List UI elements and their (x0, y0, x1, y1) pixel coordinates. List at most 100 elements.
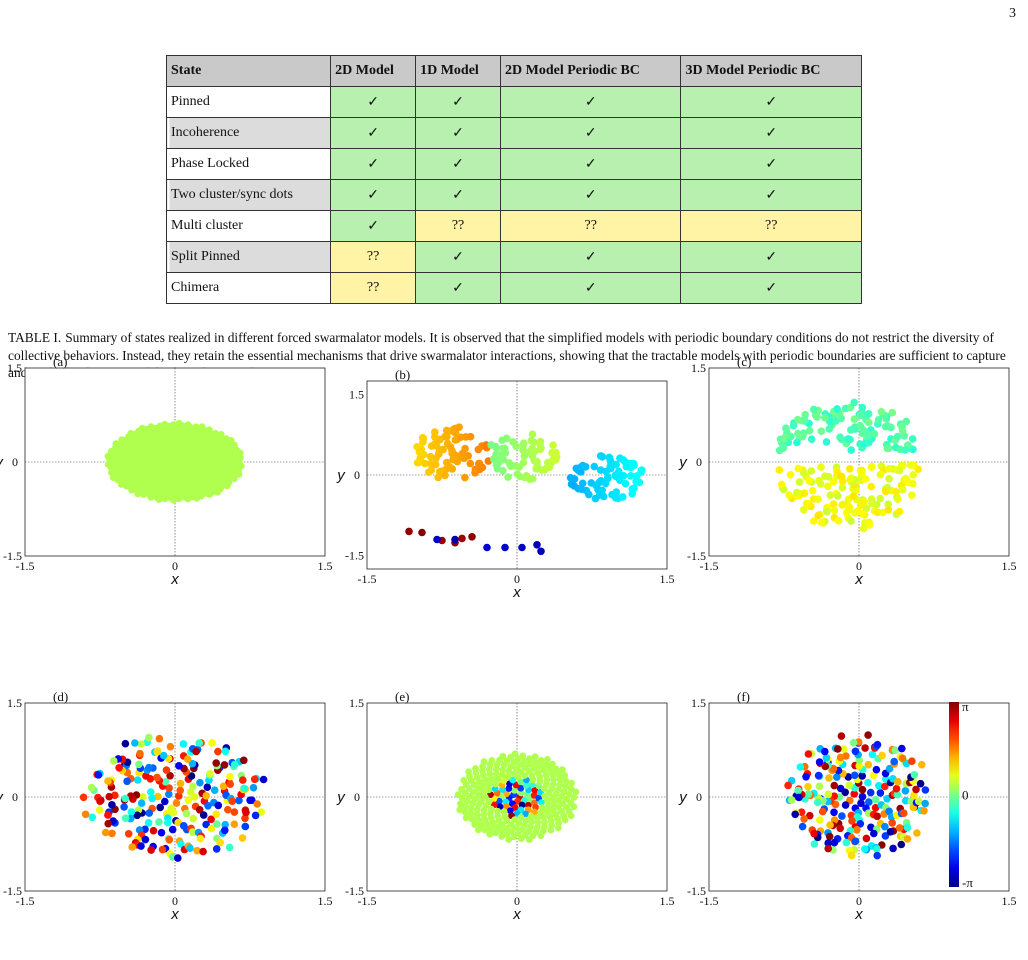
data-point (824, 839, 832, 847)
data-point (120, 803, 128, 811)
page-number: 3 (1009, 6, 1016, 21)
table-row: Pinned ✓ ✓ ✓ ✓ (165, 86, 862, 118)
data-point (830, 838, 839, 847)
data-point (81, 810, 90, 819)
data-point (834, 517, 843, 525)
data-point (418, 528, 426, 537)
data-point (257, 808, 266, 816)
data-point (858, 510, 867, 518)
data-point (511, 750, 519, 758)
data-point (134, 776, 142, 784)
table-row: Split Pinned?? ✓ ✓ ✓ (165, 241, 862, 273)
data-point (865, 438, 873, 447)
y-axis-label: y (678, 789, 688, 806)
scatter-panel: -1.5 0 1.5 1.5 0 -1.5 x y (e) (336, 689, 674, 923)
data-point (109, 474, 117, 481)
data-point (599, 492, 608, 501)
data-point (598, 486, 606, 495)
caption-lead: TABLE I. (8, 330, 62, 345)
data-point (216, 838, 224, 847)
data-point (635, 478, 644, 487)
data-point (909, 471, 918, 479)
data-point (532, 758, 539, 766)
data-point (898, 426, 907, 435)
data-point (619, 493, 627, 501)
data-point (461, 473, 469, 482)
data-point (414, 458, 423, 467)
data-point (862, 834, 871, 843)
data-point (139, 793, 147, 801)
data-point (876, 494, 884, 503)
table-row: Two cluster/sync dots ✓ ✓ ✓ ✓ (165, 179, 862, 211)
data-point (522, 816, 530, 824)
x-axis-label: x (512, 584, 521, 601)
data-point (514, 797, 521, 805)
y-tick-label: 0 (354, 468, 360, 482)
data-point (894, 778, 902, 786)
data-point (838, 483, 847, 492)
data-point (253, 800, 261, 808)
table-row: Incoherence ✓ ✓ ✓ ✓ (165, 117, 862, 149)
data-point (834, 745, 842, 753)
data-point (918, 760, 926, 769)
data-point (492, 770, 500, 778)
x-tick-label: 0 (514, 894, 520, 908)
data-point (855, 762, 863, 770)
data-point (850, 771, 859, 780)
data-point (818, 807, 827, 816)
scatter-panel: -1.5 0 1.5 1.5 0 -1.5 x y (f) π 0 -π (678, 689, 1016, 923)
data-point (537, 832, 545, 840)
data-point (236, 449, 244, 457)
data-point (836, 824, 844, 833)
x-tick-label: 1.5 (318, 559, 333, 573)
y-tick-label: -1.5 (687, 884, 706, 898)
data-point (864, 778, 872, 787)
x-tick-label: 0 (514, 572, 520, 586)
data-point (585, 490, 593, 499)
data-point (802, 773, 810, 781)
data-point (138, 424, 146, 432)
data-point (547, 826, 555, 834)
data-point (830, 808, 838, 817)
header-cell: 3D Model Periodic BC (680, 55, 862, 87)
x-axis-label: x (854, 571, 863, 588)
data-point (533, 814, 541, 821)
data-point (908, 757, 916, 765)
data-point (205, 426, 213, 434)
data-point (901, 796, 910, 805)
data-point (838, 501, 846, 509)
data-point (226, 772, 234, 781)
data-point (782, 424, 790, 433)
data-point (145, 763, 153, 772)
data-point (866, 788, 875, 797)
data-point (133, 811, 141, 820)
data-point (784, 781, 792, 790)
data-point (128, 486, 136, 494)
data-point (503, 830, 511, 838)
data-point (168, 825, 177, 834)
data-point (454, 791, 462, 799)
data-point (198, 423, 206, 431)
x-axis-label: x (170, 571, 179, 588)
data-point (516, 472, 524, 481)
data-point (214, 801, 223, 810)
data-point (893, 790, 902, 799)
data-point (195, 739, 203, 747)
y-tick-label: 0 (696, 455, 702, 469)
data-point (536, 762, 544, 770)
x-tick-label: 0 (856, 894, 862, 908)
data-point (137, 842, 145, 850)
data-point (498, 436, 507, 445)
data-point (115, 764, 123, 772)
data-point (846, 475, 855, 484)
data-point (519, 459, 528, 467)
data-point (818, 518, 826, 527)
data-point (903, 835, 912, 843)
data-point (457, 800, 464, 808)
data-point (161, 797, 169, 806)
data-point (893, 432, 902, 441)
data-point (134, 490, 142, 498)
data-point (202, 792, 211, 800)
x-tick-label: -1.5 (700, 559, 719, 573)
data-point (94, 771, 103, 779)
